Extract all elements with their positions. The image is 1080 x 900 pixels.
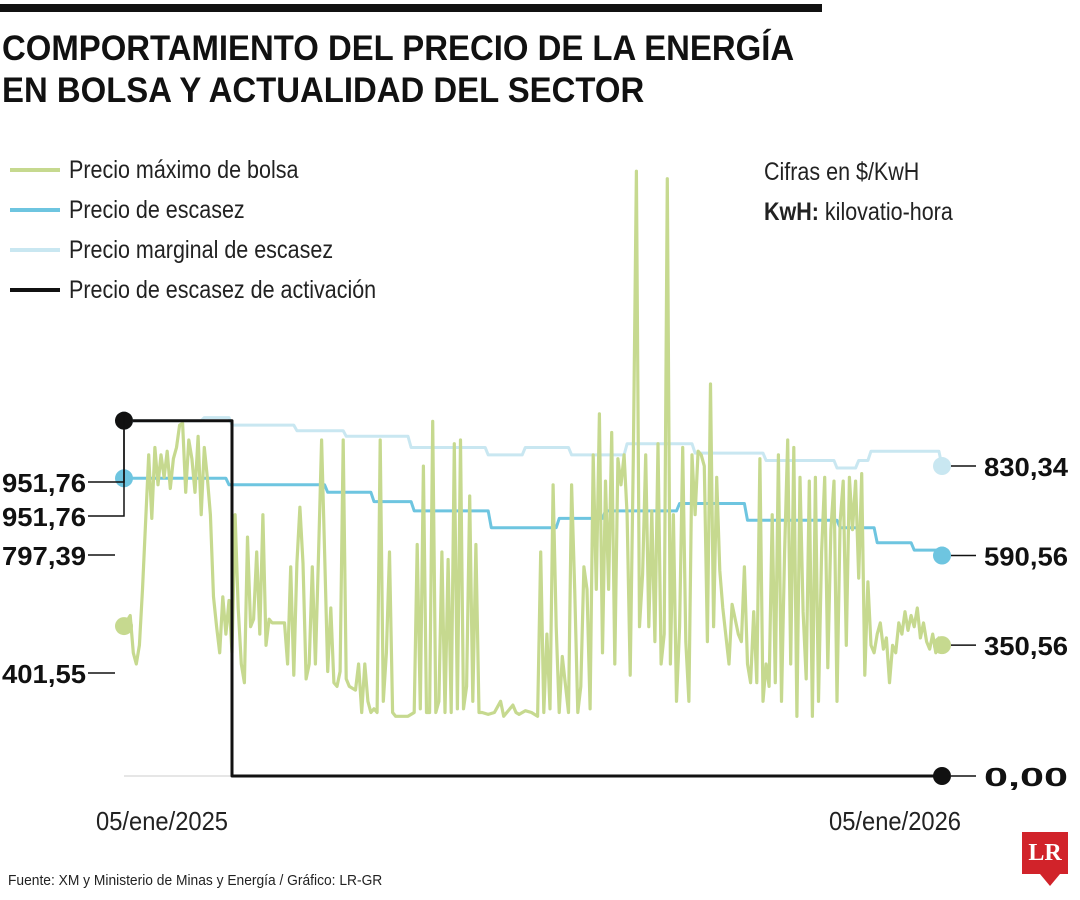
kwh-bold: KwH:	[764, 198, 819, 226]
legend-label: Precio máximo de bolsa	[69, 155, 299, 184]
start-label-precio-de-escasez-de-activacion: 951,76	[2, 502, 86, 532]
series-line-precio-maximo-de-bolsa	[122, 169, 944, 718]
line-chart: 951,76 951,76 797,39 401,55 830,34 590,56 350,…	[2, 169, 1069, 836]
x-tick-label-end: 05/ene/2026	[829, 806, 961, 836]
legend-swatch	[10, 288, 60, 292]
end-marker-precio-marginal-de-escasez	[933, 457, 951, 476]
legend-item-precio-marginal-de-escasez: Precio marginal de escasez	[10, 230, 426, 270]
start-label-precio-de-escasez: 797,39	[2, 541, 86, 571]
end-label-precio-de-escasez: 590,56	[984, 542, 1068, 572]
legend-label: Precio de escasez	[69, 195, 245, 224]
title-line-1: COMPORTAMIENTO DEL PRECIO DE LA ENERGÍA	[2, 29, 795, 68]
start-leader-precio-de-escasez-de-activacion	[88, 428, 125, 517]
x-tick-label-start: 05/ene/2025	[96, 806, 228, 836]
legend-swatch	[10, 208, 60, 212]
end-marker-precio-de-escasez	[933, 546, 951, 565]
end-label-precio-marginal-de-escasez: 830,34	[984, 452, 1069, 482]
series-layer	[122, 169, 944, 778]
series-line-precio-de-escasez-de-activacion	[124, 419, 942, 778]
start-label-precio-maximo-de-bolsa: 401,55	[2, 659, 86, 689]
legend-swatch	[10, 248, 60, 252]
chart-title: COMPORTAMIENTO DEL PRECIO DE LA ENERGÍA …	[2, 28, 848, 112]
kwh-definition: KwH: kilovatio-hora	[764, 192, 953, 232]
marker-layer	[115, 411, 951, 785]
kwh-text: kilovatio-hora	[818, 198, 953, 226]
legend-label: Precio de escasez de activación	[69, 275, 377, 304]
series-line-precio-marginal-de-escasez	[124, 416, 944, 470]
end-label-precio-de-escasez-de-activacion: 0,00	[984, 762, 1068, 792]
start-marker-precio-maximo-de-bolsa	[115, 617, 133, 636]
units-note: Cifras en $/KwH KwH: kilovatio-hora	[764, 152, 984, 232]
source-note: Fuente: XM y Ministerio de Minas y Energ…	[8, 872, 383, 889]
legend-label: Precio marginal de escasez	[69, 235, 334, 264]
legend-item-precio-maximo-de-bolsa: Precio máximo de bolsa	[10, 150, 426, 190]
legend-item-precio-de-escasez-de-activacion: Precio de escasez de activación	[10, 270, 426, 310]
legend-item-precio-de-escasez: Precio de escasez	[10, 190, 426, 230]
end-marker-precio-maximo-de-bolsa	[933, 636, 951, 655]
start-label-precio-marginal-de-escasez: 951,76	[2, 468, 86, 498]
units-line: Cifras en $/KwH	[764, 158, 920, 186]
lr-logo: LR	[1022, 832, 1068, 886]
end-label-precio-maximo-de-bolsa: 350,56	[984, 631, 1068, 661]
label-layer: 951,76 951,76 797,39 401,55 830,34 590,56 350,…	[2, 412, 1069, 792]
end-marker-precio-de-escasez-de-activacion	[933, 767, 951, 785]
top-rule	[0, 4, 822, 12]
title-line-2: EN BOLSA Y ACTUALIDAD DEL SECTOR	[2, 71, 645, 110]
legend: Precio máximo de bolsa Precio de escasez P…	[10, 150, 426, 310]
legend-swatch	[10, 168, 60, 172]
